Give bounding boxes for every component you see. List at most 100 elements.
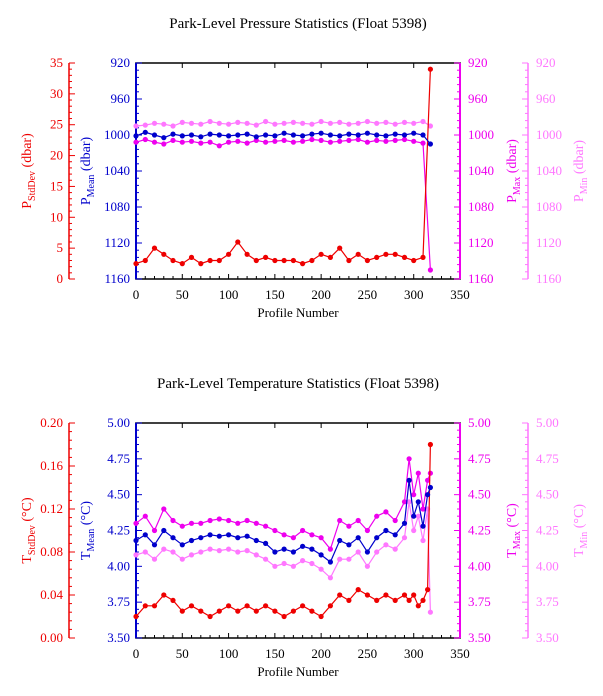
data-point — [170, 123, 176, 129]
data-point — [290, 119, 296, 125]
data-point — [216, 120, 222, 126]
x-tick-label: 150 — [265, 646, 285, 661]
data-point — [161, 121, 167, 127]
data-point — [392, 546, 398, 552]
y-tick-label: 1160 — [536, 271, 562, 286]
y-tick-label: 3.50 — [536, 630, 559, 645]
data-point — [142, 129, 148, 135]
data-point — [226, 139, 232, 145]
data-point — [188, 254, 195, 260]
data-point — [179, 139, 185, 145]
data-point — [198, 121, 204, 127]
data-point — [226, 532, 232, 538]
plot-frame — [135, 62, 461, 280]
data-point — [300, 138, 306, 144]
data-point — [281, 546, 287, 552]
data-point — [281, 560, 287, 567]
series-line — [135, 69, 431, 265]
data-point — [142, 603, 148, 609]
data-point — [170, 257, 176, 264]
data-point — [290, 132, 296, 138]
data-point — [244, 140, 250, 146]
data-point — [188, 552, 195, 558]
y-axis-label-mean: TMean (°C) — [79, 501, 97, 560]
y-tick-label: 20 — [50, 148, 63, 163]
data-point — [207, 613, 213, 620]
y-axis-max: 3.50 3.75 4.00 4.25 4.50 4.75 5.00 TMax (°C) — [454, 415, 523, 645]
chart-title: Park-Level Temperature Statistics (Float… — [157, 376, 439, 392]
y-axis-label-base: P — [572, 194, 587, 202]
data-point — [253, 122, 259, 128]
y-tick-label: 5 — [57, 240, 64, 255]
y-axis-stddev: 0 5 10 15 20 25 30 35 PStdDev (dbar) — [20, 55, 75, 286]
data-point — [355, 549, 361, 555]
data-point — [401, 136, 408, 143]
data-point — [216, 257, 222, 264]
y-axis-label-base: T — [505, 549, 520, 558]
data-point — [383, 133, 389, 139]
y-tick-label: 5.00 — [107, 415, 130, 430]
data-point — [346, 523, 352, 529]
data-point — [392, 121, 398, 127]
data-point — [318, 251, 324, 257]
data-point — [401, 520, 408, 526]
y-axis-mean: 1160 1120 1080 1040 1000 960 920 PMean (dbar) — [79, 55, 142, 286]
data-point — [151, 556, 158, 562]
y-axis-label-unit: (dbar) — [79, 137, 94, 175]
data-point — [427, 66, 433, 72]
data-point — [337, 556, 343, 562]
series-line — [135, 138, 431, 271]
data-point — [392, 137, 398, 143]
data-point — [142, 532, 148, 538]
data-point — [272, 138, 278, 144]
series-mean — [133, 129, 433, 147]
y-axis-label-unit: (dbar) — [505, 139, 520, 177]
data-point — [235, 608, 241, 614]
data-point — [415, 603, 421, 609]
data-point — [427, 484, 433, 491]
data-point — [300, 527, 306, 534]
y-axis-label-unit: (dbar) — [572, 140, 587, 178]
data-point — [281, 120, 287, 126]
data-point — [226, 133, 232, 139]
y-tick-label: 4.75 — [536, 451, 559, 466]
data-point — [272, 563, 278, 569]
data-point — [170, 131, 176, 137]
y-axis-label-base: T — [20, 555, 35, 564]
data-point — [374, 535, 380, 541]
data-point — [411, 527, 417, 534]
data-point — [420, 506, 426, 512]
data-point — [420, 597, 426, 604]
y-axis-label-subscript: Mean — [86, 175, 97, 198]
data-point — [170, 549, 176, 555]
data-point — [142, 513, 148, 519]
data-point — [346, 121, 352, 127]
data-point — [346, 257, 352, 264]
data-point — [151, 132, 158, 138]
y-tick-label: 960 — [111, 91, 131, 106]
y-tick-label: 4.75 — [107, 451, 130, 466]
data-point — [290, 549, 296, 555]
data-point — [327, 603, 333, 609]
data-point — [346, 597, 352, 604]
x-tick-label: 0 — [133, 646, 140, 661]
x-axis: 0 50 100 150 200 250 300 350 Profile Number — [133, 423, 470, 679]
data-point — [355, 517, 361, 524]
x-tick-label: 200 — [311, 646, 331, 661]
y-tick-label: 25 — [50, 117, 63, 132]
x-tick-label: 100 — [219, 287, 239, 302]
data-point — [188, 132, 195, 138]
y-tick-label: 1000 — [468, 127, 494, 142]
data-point — [179, 119, 185, 125]
data-point — [374, 120, 380, 126]
y-axis-label-subscript: Min — [579, 532, 590, 549]
data-point — [355, 587, 361, 593]
data-point — [142, 549, 148, 555]
y-tick-label: 0.16 — [40, 458, 63, 473]
x-axis-label: Profile Number — [257, 664, 339, 679]
data-point — [327, 546, 333, 552]
data-point — [235, 132, 241, 138]
y-tick-label: 960 — [468, 91, 488, 106]
data-point — [207, 257, 213, 264]
